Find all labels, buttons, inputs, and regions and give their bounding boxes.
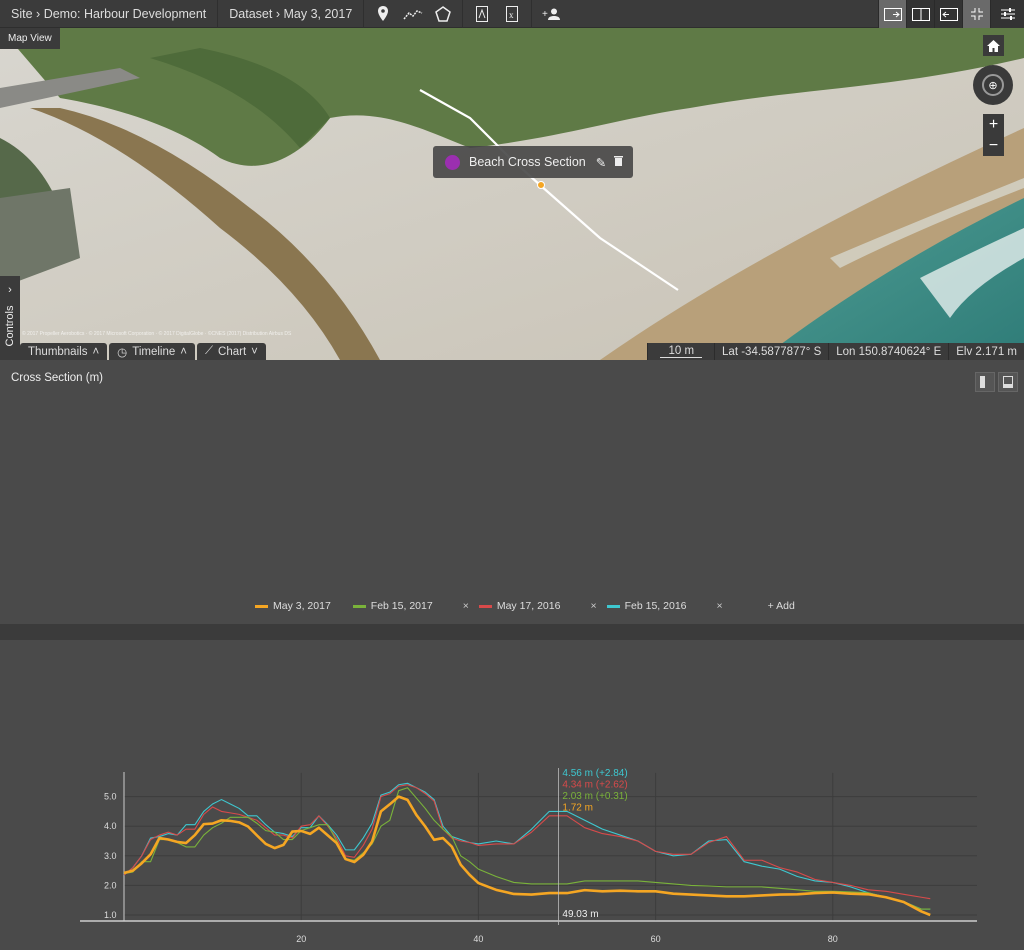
tab-thumbnails[interactable]: Thumbnails ˄ (20, 343, 108, 360)
layout-map-right-icon[interactable] (878, 0, 906, 28)
y-tick-label: 2.0 (104, 880, 117, 890)
breadcrumb-site-name[interactable]: Demo: Harbour Development (43, 6, 207, 21)
chevron-down-icon: ˅ (251, 345, 258, 358)
legend-swatch (255, 604, 268, 608)
add-user-icon[interactable]: + (536, 0, 566, 28)
dock-bottom-button[interactable] (998, 372, 1018, 392)
legend-swatch (478, 604, 492, 608)
tab-chart[interactable]: ⟋ Chart ˅ (196, 343, 266, 360)
map-view[interactable]: © 2017 Propeller Aerobotics · © 2017 Mic… (0, 28, 1024, 360)
annotation-title: Beach Cross Section (469, 155, 586, 169)
legend-label: Feb 15, 2017 (370, 600, 433, 612)
collapse-icon[interactable] (962, 0, 990, 28)
polygon-icon[interactable] (428, 0, 458, 28)
zoom-out-button[interactable]: − (983, 135, 1004, 156)
controls-toggle[interactable]: › Controls (0, 276, 20, 360)
footer-bar (0, 624, 1024, 640)
annotation-popup[interactable]: Beach Cross Section ✎ (433, 146, 633, 178)
map-marker-icon[interactable] (368, 0, 398, 28)
x-tick-label: 40 (473, 934, 483, 944)
cross-section-panel: Cross Section (m) 1.0 2.0 3.0 4.0 5.0 20 40 60 8… (0, 360, 1024, 944)
home-icon (987, 39, 1000, 52)
panel-title: Cross Section (m) (11, 372, 104, 384)
top-toolbar: Site › Demo: Harbour Development Dataset… (0, 0, 1024, 28)
chevron-up-icon: ˄ (180, 345, 187, 358)
layout-split-icon[interactable] (906, 0, 934, 28)
series-line (123, 784, 931, 900)
map-view-label: Map View (0, 28, 60, 49)
aerial-imagery: © 2017 Propeller Aerobotics · © 2017 Mic… (0, 28, 1024, 360)
globe-icon: ⊕ (982, 74, 1004, 96)
dataset-breadcrumb[interactable]: Dataset › May 3, 2017 (218, 0, 365, 28)
edit-icon[interactable]: ✎ (595, 155, 607, 170)
dock-left-button[interactable] (975, 372, 995, 392)
settings-sliders-icon[interactable] (990, 0, 1024, 28)
remove-series-icon[interactable]: × (462, 600, 469, 612)
breadcrumb-dataset-date[interactable]: May 3, 2017 (283, 6, 353, 21)
breadcrumb-site[interactable]: Site (11, 6, 33, 21)
legend-label: May 17, 2016 (496, 600, 561, 612)
cursor-readout: 4.34 m (+2.62) (562, 780, 627, 791)
tab-timeline[interactable]: ◷ Timeline ˄ (109, 343, 195, 360)
y-tick-label: 3.0 (104, 851, 117, 861)
cursor-readout: 2.03 m (+0.31) (562, 791, 627, 802)
tab-label: Timeline (132, 345, 176, 358)
x-tick-label: 60 (651, 934, 661, 944)
series-line (123, 782, 931, 910)
breadcrumb-dataset[interactable]: Dataset (229, 6, 273, 21)
elevation-readout: Elv 2.171 m (948, 343, 1024, 360)
longitude-readout: Lon 150.8740624° E (828, 343, 948, 360)
remove-series-icon[interactable]: × (590, 600, 597, 612)
legend-swatch (352, 604, 366, 608)
tab-label: Chart (218, 345, 247, 358)
legend-swatch (606, 604, 620, 608)
trash-icon[interactable] (614, 155, 624, 169)
scale-label: 10 m (660, 345, 703, 358)
map-attribution: © 2017 Propeller Aerobotics · © 2017 Mic… (22, 330, 292, 337)
excel-icon[interactable]: x (497, 0, 527, 28)
clock-icon: ◷ (117, 346, 128, 359)
cursor-readout: 1.72 m (562, 803, 593, 814)
chevron-up-icon: ˄ (92, 345, 100, 358)
home-button[interactable] (983, 35, 1004, 56)
site-breadcrumb[interactable]: Site › Demo: Harbour Development (0, 0, 219, 28)
map-status-bar: 10 m Lat -34.5877877° S Lon 150.8740624°… (647, 343, 1024, 360)
chevron-right-icon: › (8, 284, 12, 296)
tab-label: Thumbnails (28, 345, 88, 358)
svg-text:+: + (542, 9, 548, 20)
annotation-color-dot (445, 154, 460, 170)
breadcrumb-separator: › (36, 6, 41, 21)
pdf-icon[interactable] (467, 0, 497, 28)
breadcrumb-separator: › (275, 6, 281, 21)
controls-label: Controls (4, 305, 16, 347)
cursor-readout: 4.56 m (+2.84) (562, 768, 627, 779)
y-tick-label: 4.0 (104, 821, 117, 831)
legend-item[interactable]: Feb 15, 2017 (352, 600, 433, 612)
svg-text:x: x (509, 10, 514, 20)
remove-series-icon[interactable]: × (716, 600, 723, 612)
scale-bar: 10 m (647, 343, 714, 360)
legend-label: Feb 15, 2016 (624, 600, 687, 612)
chart-line-icon: ⟋ (204, 345, 214, 357)
latitude-readout: Lat -34.5877877° S (714, 343, 828, 360)
add-series-button[interactable]: + Add (767, 600, 795, 612)
zoom-in-button[interactable]: + (983, 114, 1004, 135)
chart-legend: May 3, 2017 Feb 15, 2017 × May 17, 2016 × Feb… (255, 600, 795, 612)
compass-control[interactable]: ⊕ (973, 65, 1013, 105)
x-tick-label: 80 (828, 934, 838, 944)
series-line (123, 787, 931, 910)
legend-item[interactable]: May 17, 2016 (478, 600, 561, 612)
cross-section-cursor-marker (537, 181, 545, 189)
layout-map-left-icon[interactable] (934, 0, 962, 28)
cursor-x-label: 49.03 m (562, 909, 598, 920)
legend-item[interactable]: Feb 15, 2016 (606, 600, 687, 612)
y-tick-label: 1.0 (104, 910, 117, 920)
legend-item[interactable]: May 3, 2017 (255, 600, 331, 612)
cross-section-chart[interactable]: 1.0 2.0 3.0 4.0 5.0 20 40 60 80 4.56 m (+2.84)4.3… (0, 720, 1024, 950)
legend-label: May 3, 2017 (273, 600, 331, 612)
y-tick-label: 5.0 (104, 792, 117, 802)
polyline-icon[interactable] (398, 0, 428, 28)
x-tick-label: 20 (296, 934, 306, 944)
